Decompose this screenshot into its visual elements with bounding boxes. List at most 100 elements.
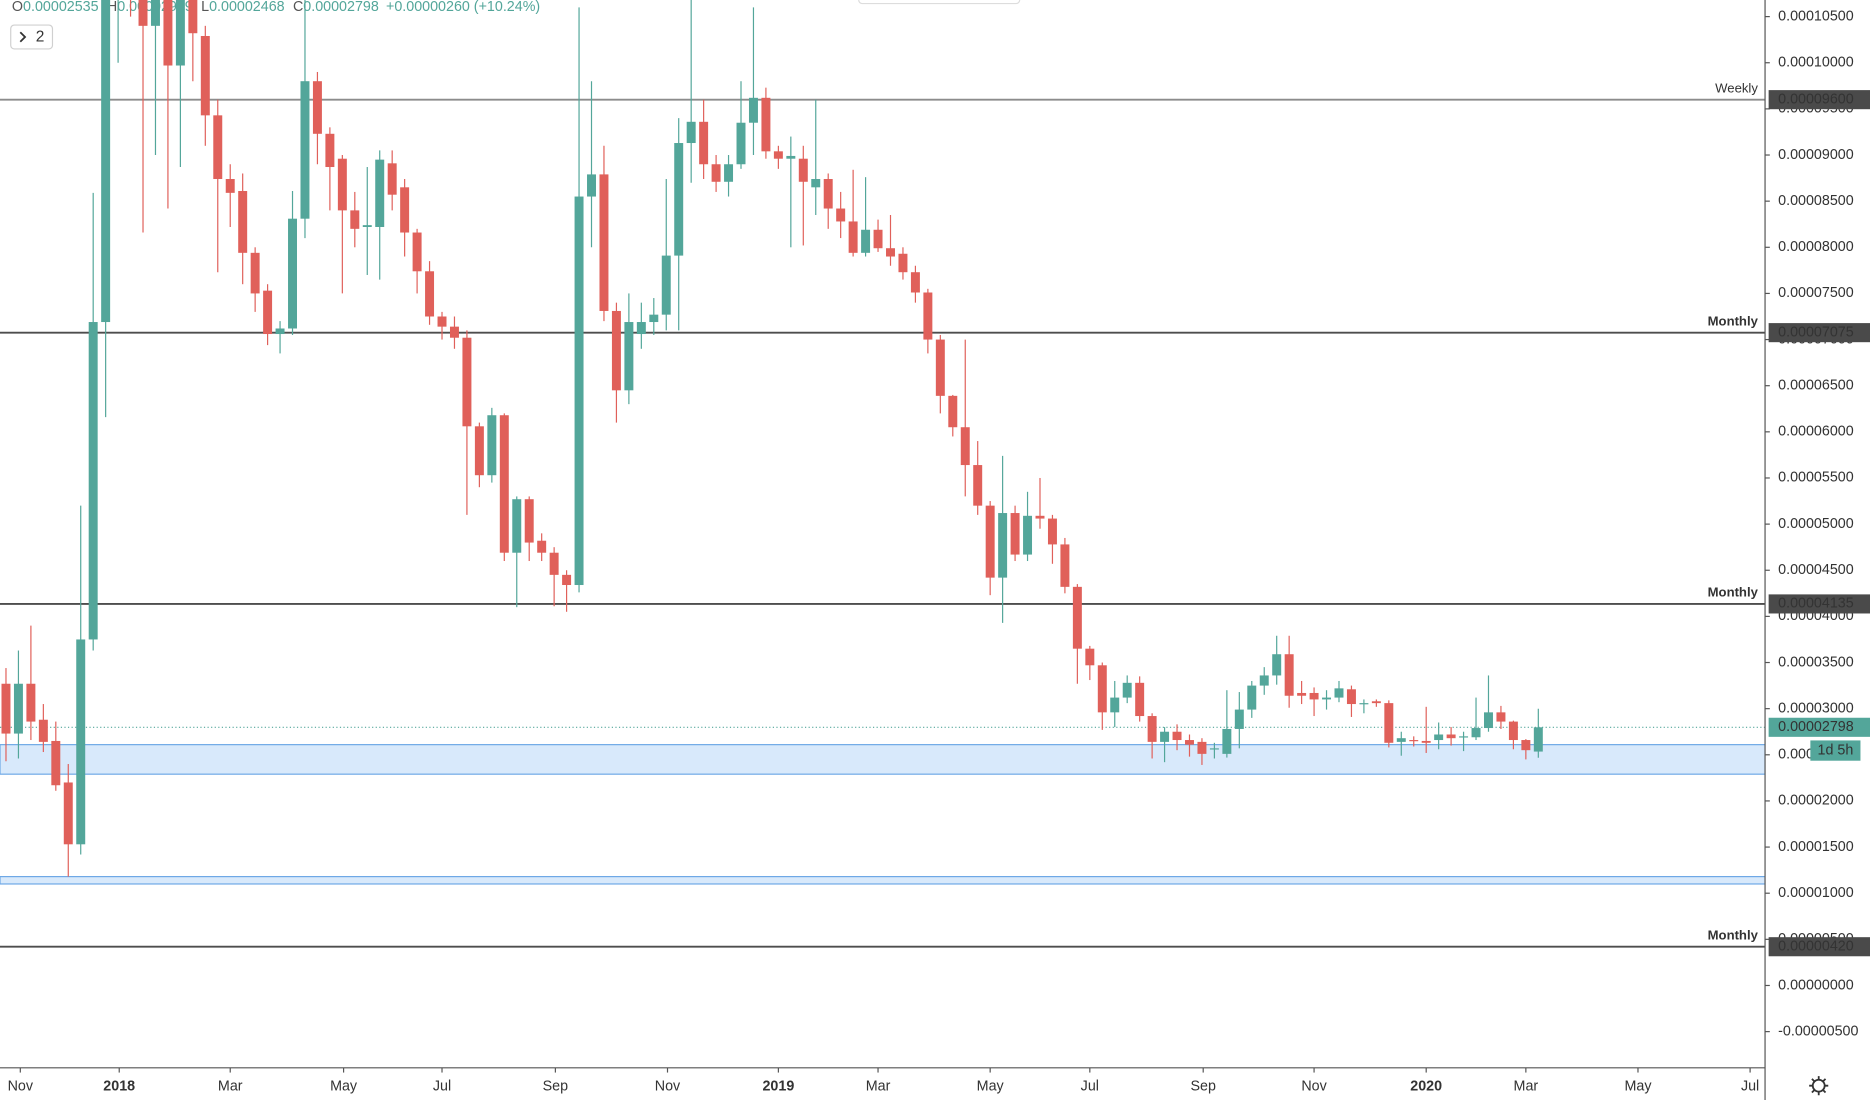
- candle-body: [1533, 727, 1543, 752]
- candle-body: [337, 158, 347, 211]
- level-tag: Monthly: [1708, 927, 1759, 942]
- candle-body: [350, 210, 360, 229]
- x-tick-label: May: [330, 1079, 358, 1095]
- candle-body: [1272, 654, 1282, 676]
- y-tick-label: 0.00007500: [1778, 285, 1854, 301]
- candle-body: [1508, 721, 1518, 741]
- overlay: Weekly 0.00009600 Monthly 0.00007075 Monthly…: [1708, 80, 1870, 957]
- candle-body: [38, 719, 48, 742]
- candle-body: [1371, 701, 1381, 704]
- candle-body: [1359, 703, 1369, 705]
- candle-body: [873, 229, 883, 249]
- settings-icon[interactable]: [1809, 1076, 1829, 1096]
- x-tick-label: Mar: [1514, 1079, 1539, 1095]
- candle-body: [1185, 740, 1194, 745]
- candle-body: [1035, 515, 1045, 519]
- x-tick-label: Mar: [866, 1079, 891, 1095]
- candle-body: [724, 164, 734, 182]
- candle-body: [188, 0, 198, 34]
- candle-body: [1135, 682, 1145, 717]
- y-tick-label: 0.00003000: [1778, 700, 1854, 716]
- candle-body: [624, 322, 634, 391]
- candle-body: [748, 97, 758, 123]
- candle-body: [711, 164, 721, 182]
- level-price-box: [1768, 937, 1870, 957]
- last-price-label: 0.00002798: [1778, 719, 1854, 735]
- y-tick-label: 0.00003500: [1778, 654, 1854, 670]
- candle-body: [1047, 518, 1057, 545]
- ohlc-key: L: [201, 0, 209, 15]
- x-tick-label: 2019: [762, 1079, 794, 1095]
- gear-teeth: [1809, 1076, 1829, 1096]
- x-tick-label: Mar: [218, 1079, 243, 1095]
- level-price-box: [1768, 90, 1870, 110]
- candle-body: [898, 253, 908, 273]
- indicator-count: 2: [36, 29, 45, 46]
- candle-body: [1309, 692, 1319, 700]
- candle-body: [574, 196, 584, 586]
- candle-body: [1072, 586, 1082, 649]
- level-tag: Weekly: [1715, 80, 1758, 95]
- candle-body: [437, 316, 447, 327]
- last-price-box: [1768, 717, 1870, 737]
- candle-body: [387, 163, 397, 195]
- candle-body: [1, 683, 11, 734]
- candle-body: [848, 221, 858, 253]
- level-price-box: [1768, 323, 1870, 343]
- level-price-box: [1768, 594, 1870, 614]
- candle-body: [462, 337, 472, 427]
- candle-body: [101, 0, 111, 323]
- x-tick-label: 2018: [103, 1079, 135, 1095]
- candle-body: [861, 229, 871, 253]
- axes: 0.000105000.000100000.000095000.00009000…: [8, 8, 1859, 1094]
- ohlc-key: O: [12, 0, 23, 15]
- ohlc-value: 0.00002468: [209, 0, 285, 15]
- candle-body: [611, 310, 621, 391]
- level-price-label: 0.00004135: [1778, 596, 1854, 612]
- indicator-toggle[interactable]: 2: [10, 24, 54, 50]
- candle-body: [973, 465, 983, 506]
- candle-body: [250, 252, 260, 294]
- candle-body: [1346, 689, 1356, 705]
- x-tick-label: Nov: [1301, 1079, 1327, 1095]
- candle-body: [288, 218, 297, 329]
- y-tick-label: 0.00005000: [1778, 516, 1854, 532]
- candle-body: [362, 225, 372, 227]
- candle-body: [736, 122, 746, 165]
- candle-body: [1259, 675, 1269, 686]
- candle-body: [1384, 703, 1394, 743]
- candle-body: [275, 328, 285, 335]
- candle-body: [1010, 513, 1020, 555]
- candle-body: [649, 314, 659, 323]
- y-tick-label: 0.00008500: [1778, 193, 1854, 209]
- candle-body: [761, 97, 771, 152]
- candle-body: [524, 499, 534, 543]
- candle-body: [1147, 716, 1157, 742]
- toggle-box[interactable]: [10, 24, 54, 50]
- candle-body: [562, 574, 572, 586]
- level-price-label: 0.00000420: [1778, 939, 1854, 955]
- ohlc-key: H: [107, 0, 117, 15]
- candle-body: [499, 415, 509, 553]
- toolbar-stub[interactable]: [858, 0, 1021, 5]
- x-tick-label: Jul: [1741, 1079, 1759, 1095]
- candle-body: [1110, 697, 1120, 713]
- x-tick-label: May: [977, 1079, 1005, 1095]
- candle-body: [150, 0, 160, 26]
- countdown-box: [1810, 740, 1861, 761]
- candle-body: [923, 292, 933, 340]
- ohlc-value: 0.00002798: [303, 0, 379, 15]
- y-tick-label: 0.00010000: [1778, 55, 1854, 71]
- candle-body: [400, 187, 410, 233]
- candle-body: [1209, 748, 1219, 750]
- candle-body: [886, 248, 895, 257]
- y-tick-label: 0.00010500: [1778, 8, 1854, 24]
- candle-body: [88, 322, 98, 640]
- candle-body: [26, 683, 36, 722]
- candle-body: [1496, 712, 1506, 722]
- candle-body: [13, 683, 23, 734]
- x-tick-label: Nov: [655, 1079, 681, 1095]
- candle-body: [960, 427, 970, 466]
- candle-body: [661, 255, 671, 315]
